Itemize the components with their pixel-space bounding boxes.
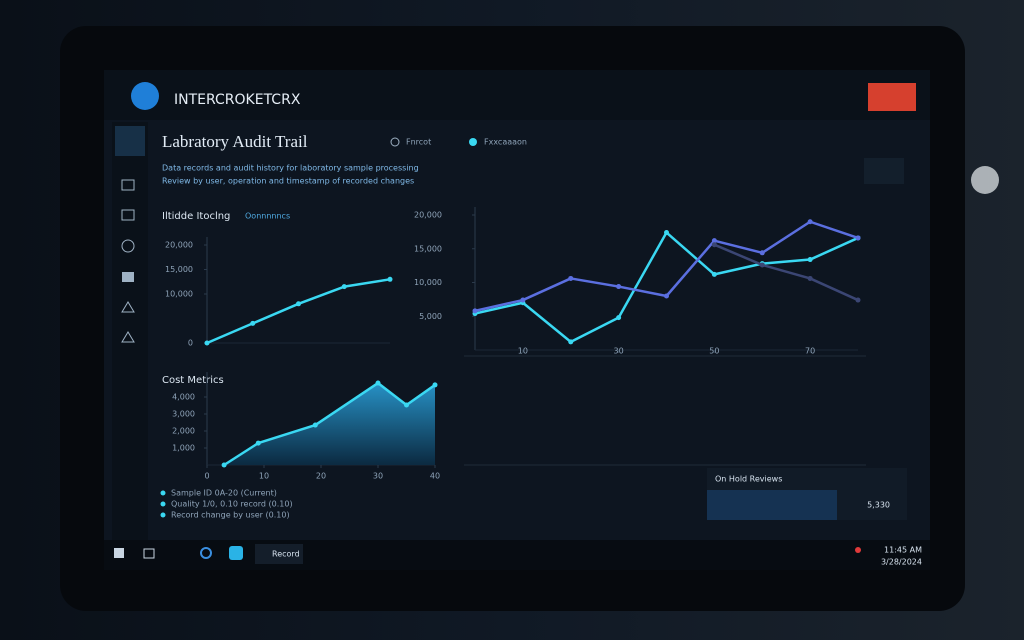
chart-subtitle: Oonnnnncs <box>245 212 290 221</box>
y-tick-label: 10,000 <box>414 278 442 287</box>
taskbar-app-label[interactable]: Record <box>272 550 300 559</box>
description: Data records and audit history for labor… <box>162 164 419 173</box>
y-tick-label: 3,000 <box>172 410 195 419</box>
notification <box>855 547 861 553</box>
point <box>711 242 717 248</box>
point <box>616 284 622 290</box>
note: Quality 1/0, 0.10 record (0.10) <box>171 500 293 509</box>
summary-bar <box>707 490 837 520</box>
chart-title: Iltidde Itoclng <box>162 211 230 222</box>
taskbar <box>104 540 930 570</box>
point <box>855 235 861 241</box>
sidebar-icon[interactable] <box>121 301 135 313</box>
y-tick-label: 5,000 <box>419 312 442 321</box>
line <box>713 243 859 302</box>
close-button[interactable] <box>864 158 904 184</box>
y-tick-label: 1,000 <box>172 444 195 453</box>
chart-title: Cost Metrics <box>162 375 224 386</box>
y-tick-label: 10,000 <box>165 290 193 299</box>
note-dot <box>160 490 166 496</box>
point <box>664 293 669 299</box>
filter[interactable]: Fnrcot <box>406 138 431 147</box>
description: Review by user, operation and timestamp … <box>162 177 414 186</box>
x-tick-label: 10 <box>259 472 269 481</box>
sidebar-icon[interactable] <box>121 209 135 221</box>
app-name: INTERCROKETCRX <box>174 92 301 108</box>
point <box>711 271 717 277</box>
point <box>404 402 409 408</box>
note-dot <box>160 512 166 518</box>
date: 3/28/2024 <box>881 558 922 567</box>
point <box>296 301 301 307</box>
page-title: Labratory Audit Trail <box>162 132 308 151</box>
point <box>616 315 622 321</box>
point <box>807 219 813 225</box>
point <box>568 275 574 281</box>
x-tick-label: 40 <box>430 472 440 481</box>
point <box>711 238 717 244</box>
y-tick-label: 2,000 <box>172 427 195 436</box>
sidebar-icon[interactable] <box>122 272 134 282</box>
point <box>341 284 347 290</box>
x-tick-label: 30 <box>373 472 383 481</box>
sidebar-icon[interactable] <box>121 239 135 253</box>
start-button[interactable] <box>114 548 124 558</box>
top-bar <box>104 70 930 120</box>
note: Record change by user (0.10) <box>171 511 290 520</box>
summary-label: On Hold Reviews <box>715 475 782 484</box>
point <box>759 250 765 256</box>
point <box>250 320 256 326</box>
point <box>855 297 861 303</box>
filter-icon <box>469 138 477 146</box>
y-tick-label: 15,000 <box>165 265 193 274</box>
taskbar-icon[interactable] <box>143 548 155 559</box>
y-tick-label: 4,000 <box>172 393 195 402</box>
sidebar-icon[interactable] <box>121 179 135 191</box>
point <box>387 276 393 282</box>
user-avatar[interactable] <box>868 83 916 111</box>
note-dot <box>160 501 166 507</box>
app-logo[interactable] <box>131 82 159 110</box>
y-tick-label: 0 <box>188 339 193 348</box>
taskbar-icon[interactable] <box>200 547 212 559</box>
point <box>807 275 813 281</box>
point <box>472 308 478 314</box>
point <box>204 340 210 346</box>
y-tick-label: 15,000 <box>414 244 442 253</box>
point <box>520 297 526 303</box>
point <box>807 257 813 263</box>
sidebar-icon[interactable] <box>121 331 135 343</box>
point <box>664 230 669 236</box>
filter-icon <box>390 137 400 147</box>
x-tick-label: 20 <box>316 472 326 481</box>
taskbar-app[interactable] <box>255 544 303 564</box>
y-tick-label: 20,000 <box>414 211 442 220</box>
room-light <box>971 166 999 194</box>
clock: 11:45 AM <box>884 546 922 555</box>
point <box>221 462 227 468</box>
taskbar-icon[interactable] <box>229 546 243 560</box>
filter[interactable]: Fxxcaaaon <box>484 138 527 147</box>
point <box>759 262 765 268</box>
point <box>432 382 438 388</box>
y-tick-label: 20,000 <box>165 241 193 250</box>
area <box>224 383 435 465</box>
x-tick-label: 0 <box>204 472 209 481</box>
point <box>312 422 318 428</box>
line <box>223 381 436 467</box>
sidebar-home[interactable] <box>115 126 145 156</box>
summary-value: 5,330 <box>867 501 890 510</box>
point <box>375 380 381 386</box>
point <box>255 440 261 446</box>
note: Sample ID 0A-20 (Current) <box>171 489 277 498</box>
point <box>568 339 574 345</box>
